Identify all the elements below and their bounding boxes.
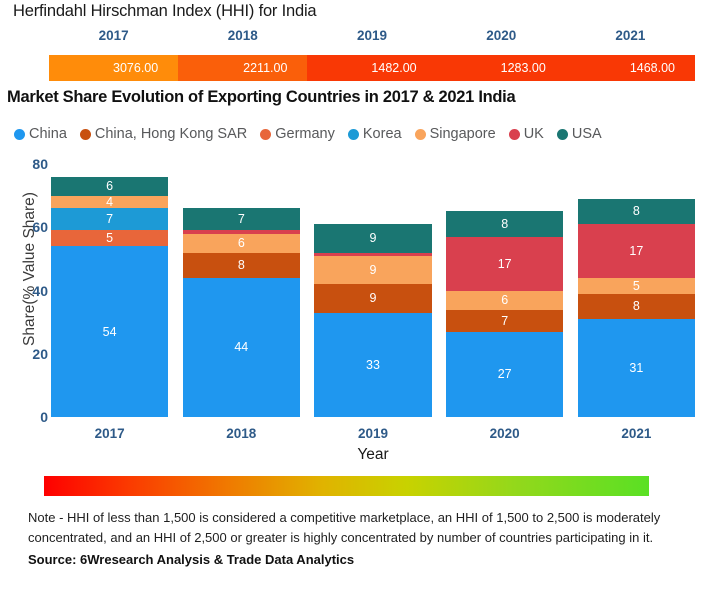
- bar-segment-labeled[interactable]: 31: [577, 318, 695, 417]
- legend-dot-icon: [260, 128, 272, 140]
- legend-label: China, Hong Kong SAR: [94, 126, 248, 142]
- legend-item[interactable]: UK: [508, 126, 544, 142]
- bar-segment-labeled[interactable]: 9: [314, 255, 432, 285]
- hhi-year-label: 2020: [486, 28, 517, 43]
- bar-segment-labeled[interactable]: 7: [51, 208, 169, 231]
- y-axis-tick-label: 60: [32, 219, 48, 236]
- legend-item[interactable]: Korea: [347, 126, 402, 142]
- y-axis-tick-label: 80: [32, 156, 48, 172]
- bar-segment[interactable]: [182, 230, 300, 234]
- hhi-value-segment: 1283.00: [436, 55, 566, 81]
- hhi-title: Herfindahl Hirschman Index (HHI) for Ind…: [13, 2, 317, 20]
- bar-segment-labeled[interactable]: 4: [51, 195, 169, 209]
- bar-segment-labeled[interactable]: 6: [446, 290, 564, 310]
- bar-segment-labeled[interactable]: 8: [182, 252, 300, 278]
- bar-segment-labeled[interactable]: 8: [446, 211, 564, 237]
- y-axis-tick-label: 0: [40, 409, 48, 425]
- y-axis-tick-label: 40: [32, 282, 48, 299]
- bar-segment-labeled[interactable]: 6: [51, 176, 169, 196]
- hhi-value-segment: 1468.00: [565, 55, 695, 81]
- x-axis-tick-label: 2020: [489, 426, 520, 441]
- bar-segment-labeled[interactable]: 17: [446, 236, 564, 291]
- hhi-value-segment: 2211.00: [178, 55, 308, 81]
- bar-segment-labeled[interactable]: 6: [182, 233, 300, 253]
- y-axis-ticks: 0 20 40 60 80: [0, 152, 48, 442]
- stacked-bar-plot-area: 54 5 7 4 6 2017 44 8 6 7 2018 33 9 9 9 2019 27 7 6 17 8 2020 3…: [51, 164, 695, 441]
- bar-column[interactable]: 54 5 7 4 6 2017: [51, 164, 169, 441]
- bar-segment-labeled[interactable]: 8: [577, 198, 695, 225]
- bar-segment-labeled[interactable]: 9: [314, 284, 432, 313]
- chart-legend: China China, Hong Kong SAR Germany Korea Sin…: [14, 126, 602, 142]
- legend-item[interactable]: Germany: [260, 126, 335, 142]
- bar-segment-labeled[interactable]: 27: [446, 331, 564, 417]
- bar-segment-labeled[interactable]: 9: [314, 224, 432, 253]
- legend-dot-icon: [508, 128, 520, 140]
- hhi-year-header: 2017 2018 2019 2020 2021: [49, 28, 695, 43]
- legend-dot-icon: [414, 128, 426, 140]
- legend-item[interactable]: China, Hong Kong SAR: [79, 126, 248, 142]
- bar-column[interactable]: 31 8 5 17 8 2021: [577, 164, 695, 441]
- legend-label: Korea: [362, 126, 402, 142]
- chart-title: Market Share Evolution of Exporting Coun…: [7, 88, 516, 106]
- bar-column[interactable]: 44 8 6 7 2018: [182, 164, 300, 441]
- hhi-year-label: 2017: [98, 28, 129, 43]
- bar-column[interactable]: 27 7 6 17 8 2020: [446, 164, 564, 441]
- legend-dot-icon: [556, 128, 568, 140]
- x-axis-tick-label: 2021: [621, 426, 652, 441]
- hhi-value-bar: 3076.00 2211.00 1482.00 1283.00 1468.00: [49, 55, 695, 81]
- bar-segment-labeled[interactable]: 7: [182, 208, 300, 231]
- x-axis-tick-label: 2018: [226, 426, 257, 441]
- footer: Note - HHI of less than 1,500 is conside…: [28, 508, 680, 567]
- legend-label: USA: [571, 126, 602, 142]
- legend-label: Singapore: [429, 126, 496, 142]
- x-axis-title: Year: [357, 446, 389, 463]
- bar-segment-labeled[interactable]: 33: [314, 312, 432, 417]
- legend-item[interactable]: Singapore: [414, 126, 496, 142]
- footer-source: Source: 6Wresearch Analysis & Trade Data…: [28, 552, 355, 568]
- bar-column[interactable]: 33 9 9 9 2019: [314, 164, 432, 441]
- hhi-year-label: 2018: [227, 28, 258, 43]
- legend-item[interactable]: USA: [556, 126, 602, 142]
- bar-segment[interactable]: [314, 252, 432, 256]
- bar-segment-labeled[interactable]: 5: [577, 277, 695, 294]
- hhi-year-label: 2021: [615, 28, 646, 43]
- legend-dot-icon: [14, 128, 25, 140]
- hhi-value-segment: 1482.00: [307, 55, 437, 81]
- bar-segment-labeled[interactable]: 54: [51, 246, 169, 417]
- legend-label: China: [29, 126, 67, 142]
- bar-segment-labeled[interactable]: 44: [182, 277, 300, 417]
- bar-segment-labeled[interactable]: 7: [446, 309, 564, 332]
- y-axis-tick-label: 20: [32, 345, 48, 362]
- x-axis-tick-label: 2017: [94, 426, 125, 441]
- bar-segment-labeled[interactable]: 17: [577, 224, 695, 278]
- concentration-gradient-scale: [44, 476, 649, 496]
- legend-label: UK: [523, 126, 544, 142]
- legend-label: Germany: [275, 126, 335, 142]
- x-axis-tick-label: 2019: [357, 426, 388, 441]
- legend-dot-icon: [347, 128, 359, 140]
- hhi-year-label: 2019: [356, 28, 388, 43]
- bar-segment-labeled[interactable]: 8: [577, 293, 695, 319]
- bar-segment-labeled[interactable]: 5: [51, 230, 169, 247]
- chart-plot-wrapper: Share(% Value Share) 0 20 40 60 80 54 5 7 4 6 201…: [0, 152, 703, 463]
- hhi-value-segment: 3076.00: [49, 55, 179, 81]
- footer-note: Note - HHI of less than 1,500 is conside…: [28, 510, 661, 546]
- legend-dot-icon: [79, 128, 91, 140]
- legend-item[interactable]: China: [14, 126, 67, 142]
